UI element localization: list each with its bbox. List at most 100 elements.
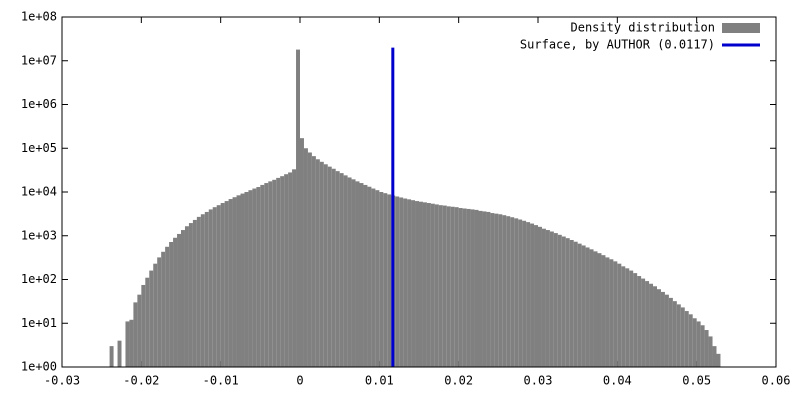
histogram-bar xyxy=(676,304,681,367)
histogram-bar xyxy=(379,192,384,367)
histogram-bar xyxy=(478,210,483,367)
histogram-bar xyxy=(196,216,201,367)
histogram-bar xyxy=(149,270,154,367)
histogram-bar xyxy=(387,194,392,367)
histogram-bar xyxy=(597,253,602,367)
histogram-bar xyxy=(288,172,293,367)
histogram-bar xyxy=(117,340,122,367)
histogram-bar xyxy=(351,179,356,367)
histogram-bar xyxy=(422,202,427,367)
histogram-bar xyxy=(248,190,253,367)
y-tick-label: 1e+03 xyxy=(21,228,57,242)
x-tick-label: 0 xyxy=(296,374,303,388)
histogram-bar xyxy=(200,214,205,367)
legend-label: Surface, by AUTHOR (0.0117) xyxy=(520,38,715,52)
histogram-bar xyxy=(359,183,364,367)
histogram-bar xyxy=(625,268,630,367)
histogram-bar xyxy=(169,241,174,367)
x-tick-label: 0.02 xyxy=(444,374,473,388)
histogram-bar xyxy=(660,291,665,367)
histogram-bar xyxy=(204,211,209,367)
histogram-bar xyxy=(633,273,638,367)
histogram-bar xyxy=(181,230,185,367)
y-tick-label: 1e+07 xyxy=(21,53,57,67)
histogram-bar xyxy=(323,164,328,367)
histogram-bar xyxy=(700,325,705,367)
histogram-bar xyxy=(192,219,197,367)
histogram-bar xyxy=(430,203,435,367)
histogram-bar xyxy=(161,251,166,367)
y-tick-label: 1e+01 xyxy=(21,316,57,330)
histogram-bar xyxy=(442,205,447,367)
histogram-bar xyxy=(228,199,233,367)
histogram-bar xyxy=(236,195,241,367)
histogram-bar xyxy=(474,209,479,367)
histogram-bar xyxy=(470,209,475,367)
histogram-bar xyxy=(498,214,503,367)
histogram-bar xyxy=(482,211,487,367)
histogram-bar xyxy=(530,223,535,367)
histogram-bar xyxy=(506,216,511,367)
histogram-bar xyxy=(510,217,515,367)
histogram-bar xyxy=(672,301,677,367)
histogram-bar xyxy=(522,220,527,367)
histogram-bar xyxy=(538,226,542,367)
histogram-bar xyxy=(335,171,340,367)
histogram-bar xyxy=(684,311,689,367)
histogram-bar xyxy=(450,206,455,367)
histogram-bar xyxy=(327,166,332,367)
histogram-bar xyxy=(426,203,431,367)
x-tick-label: 0.05 xyxy=(682,374,711,388)
histogram-bar xyxy=(641,278,646,367)
y-tick-label: 1e+00 xyxy=(21,360,57,374)
histogram-bar xyxy=(208,209,213,367)
histogram-bar xyxy=(157,257,162,367)
histogram-bar xyxy=(232,197,237,367)
histogram-bar xyxy=(573,241,578,367)
histogram-bar xyxy=(593,251,598,367)
histogram-bar xyxy=(184,226,189,367)
histogram-bar xyxy=(545,230,550,367)
histogram-bar xyxy=(395,196,400,367)
histogram-bar xyxy=(315,159,320,367)
histogram-bar xyxy=(375,190,380,367)
histogram-bar xyxy=(490,213,495,367)
histogram-bar xyxy=(565,238,570,367)
histogram-bar xyxy=(645,281,650,367)
histogram-bar xyxy=(712,346,717,367)
histogram-bar xyxy=(319,161,324,367)
histogram-bar xyxy=(367,186,372,367)
histogram-bar xyxy=(403,198,408,367)
histogram-bar xyxy=(141,284,146,367)
histogram-bar xyxy=(466,208,471,367)
histogram-bar xyxy=(605,257,610,367)
histogram-bar xyxy=(649,283,654,367)
histogram-bar xyxy=(177,233,181,367)
histogram-bar xyxy=(534,225,538,367)
x-tick-label: -0.03 xyxy=(44,374,80,388)
histogram-bar xyxy=(272,179,277,367)
histogram-bar xyxy=(252,188,257,367)
histogram-bar xyxy=(518,219,523,367)
histogram-bar xyxy=(268,181,273,367)
histogram-bar xyxy=(486,211,491,367)
histogram-bar xyxy=(454,207,459,367)
histogram-bar xyxy=(553,233,558,367)
legend-swatch xyxy=(722,23,760,33)
histogram-bar xyxy=(688,314,693,367)
histogram-bar xyxy=(216,205,221,367)
histogram-bar xyxy=(514,218,519,367)
histogram-bar xyxy=(347,177,352,367)
histogram-bar xyxy=(419,201,423,367)
histogram-bar xyxy=(383,193,388,367)
histogram-bar xyxy=(609,259,614,367)
histogram-bar xyxy=(653,286,657,367)
histogram-bar xyxy=(260,184,265,367)
histogram-bar xyxy=(363,184,368,367)
y-tick-label: 1e+04 xyxy=(21,185,57,199)
histogram-bar xyxy=(173,237,178,367)
histogram-bar xyxy=(109,346,114,367)
histogram-bar xyxy=(462,208,467,367)
x-tick-label: 0.06 xyxy=(762,374,791,388)
